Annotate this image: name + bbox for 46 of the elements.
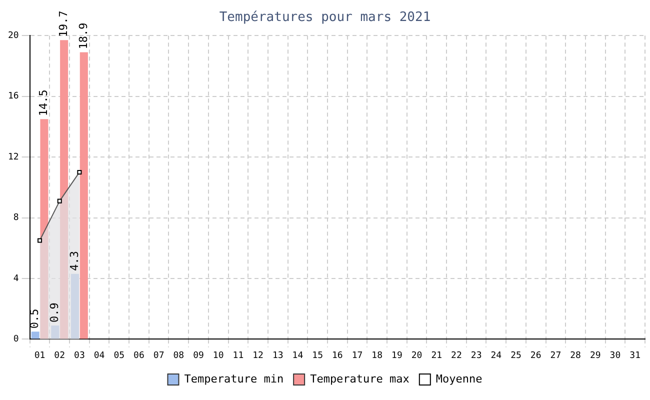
x-tick-label: 29 bbox=[590, 350, 601, 361]
x-tick-label: 21 bbox=[431, 350, 442, 361]
x-tick-label: 31 bbox=[630, 350, 640, 361]
x-tick-label: 13 bbox=[272, 350, 284, 361]
x-tick-label: 30 bbox=[610, 350, 621, 361]
data-label: 14.5 bbox=[37, 90, 50, 116]
x-tick-label: 23 bbox=[470, 350, 482, 361]
x-tick-label: 28 bbox=[570, 350, 581, 361]
x-tick-label: 04 bbox=[94, 350, 105, 361]
x-tick-label: 19 bbox=[392, 350, 402, 361]
x-tick-label: 03 bbox=[74, 350, 85, 361]
x-tick-label: 06 bbox=[134, 350, 144, 361]
x-tick-label: 20 bbox=[411, 350, 422, 361]
x-tick-label: 08 bbox=[173, 350, 184, 361]
x-tick-label: 27 bbox=[550, 350, 562, 361]
y-tick-label: 20 bbox=[8, 30, 19, 41]
x-tick-label: 22 bbox=[451, 350, 462, 361]
data-label: 4.3 bbox=[68, 251, 81, 271]
data-label: 0.9 bbox=[48, 302, 61, 323]
x-tick-label: 10 bbox=[212, 350, 224, 361]
x-tick-label: 15 bbox=[312, 350, 323, 361]
y-tick-label: 16 bbox=[8, 92, 19, 102]
x-tick-label: 02 bbox=[54, 350, 66, 361]
x-tick-label: 16 bbox=[332, 350, 343, 361]
x-tick-label: 24 bbox=[490, 350, 502, 361]
x-tick-label: 26 bbox=[530, 350, 542, 361]
x-tick-label: 17 bbox=[352, 350, 363, 361]
chart-title: Températures pour mars 2021 bbox=[219, 10, 431, 26]
legend-label: Moyenne bbox=[436, 372, 482, 386]
x-tick-label: 07 bbox=[153, 350, 164, 361]
x-tick-label: 05 bbox=[114, 350, 125, 361]
y-tick-label: 8 bbox=[13, 213, 19, 224]
data-label: 18.9 bbox=[76, 22, 90, 50]
y-tick-label: 12 bbox=[8, 152, 19, 162]
x-tick-label: 25 bbox=[510, 350, 522, 361]
x-tick-label: 01 bbox=[34, 350, 46, 361]
legend-label: Temperature min bbox=[184, 372, 284, 386]
x-tick-label: 14 bbox=[292, 350, 304, 361]
x-tick-label: 11 bbox=[232, 350, 244, 361]
y-tick-label: 4 bbox=[13, 274, 19, 284]
y-tick-label: 0 bbox=[13, 334, 19, 345]
x-tick-label: 18 bbox=[372, 350, 383, 361]
legend-label: Temperature max bbox=[310, 372, 410, 386]
x-tick-label: 09 bbox=[193, 350, 204, 361]
data-label: 19.7 bbox=[56, 10, 70, 38]
x-tick-label: 12 bbox=[252, 350, 264, 361]
